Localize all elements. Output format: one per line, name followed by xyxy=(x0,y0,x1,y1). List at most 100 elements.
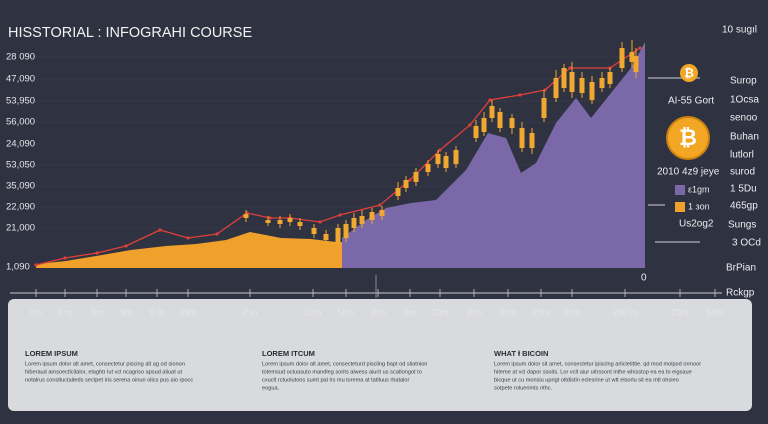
candle-body xyxy=(369,212,375,220)
line-point xyxy=(638,46,642,50)
line-point xyxy=(518,93,522,97)
candle-body xyxy=(629,52,635,62)
line-point xyxy=(34,263,38,267)
panel-text: eogua. xyxy=(262,385,280,391)
coin-symbol: ₿ xyxy=(679,125,697,150)
x-tick-label: 3 m xyxy=(57,307,72,317)
area xyxy=(342,42,645,268)
annotation: Us2og2 xyxy=(679,219,714,230)
candle-body xyxy=(379,210,385,216)
candle-body xyxy=(435,154,441,164)
panel-title: LOREM IPSUM xyxy=(25,349,78,358)
x-tick-label: 19m xyxy=(179,307,197,317)
x-tick-label: 9m xyxy=(91,307,104,317)
candle-body xyxy=(413,172,419,182)
x-tick-label: 50m xyxy=(337,307,355,317)
annotation: 2010 4z9 jeye xyxy=(657,167,720,178)
panel-text: totemsud octuasuto mandleg sorits alwess… xyxy=(262,369,422,375)
annotation: 1Ocsa xyxy=(730,95,759,106)
panel-title: WHAT ⱡ BICOIN xyxy=(494,349,548,358)
y-tick-label: 53,050 xyxy=(6,160,35,171)
candle-body xyxy=(453,150,459,164)
candle-body xyxy=(243,214,249,218)
panel-text: Lorem ipsum dolor alt amet, consectetur … xyxy=(25,361,185,367)
candle-body xyxy=(561,68,567,88)
coin-icon xyxy=(666,116,710,160)
candle-body xyxy=(287,218,293,222)
candle-body xyxy=(569,72,575,92)
legend-swatch xyxy=(675,185,685,195)
candle-body xyxy=(265,220,271,223)
legend-swatch xyxy=(675,202,685,212)
panel-text: hiteme at vcl dapor ssoits. Lor vclt aiu… xyxy=(494,369,692,375)
info-panel xyxy=(8,299,752,411)
annotation: Rckgp xyxy=(726,288,755,299)
candle-body xyxy=(311,228,317,234)
line-point xyxy=(215,232,219,236)
candle-body xyxy=(351,218,357,228)
line-point xyxy=(318,220,322,224)
y-tick-label: 56,000 xyxy=(6,117,35,128)
candle-body xyxy=(481,118,487,132)
candle-body xyxy=(425,164,431,172)
candle-body xyxy=(607,72,613,84)
y-tick-label: 53,950 xyxy=(6,96,35,107)
x-tick-label: 9m xyxy=(120,307,133,317)
annotation: Surop xyxy=(730,76,757,87)
annotation: Sungs xyxy=(728,220,756,231)
candle-body xyxy=(619,48,625,68)
candle-body xyxy=(489,106,495,118)
y-tick-label: 24,090 xyxy=(6,139,35,150)
candle-body xyxy=(541,98,547,118)
annotation: lutlorl xyxy=(730,150,754,161)
legend-label: ε1gm xyxy=(688,184,710,194)
annotation: surod xyxy=(730,167,755,178)
candle-body xyxy=(343,224,349,238)
x-tick-label: 250 m xyxy=(612,307,637,317)
line-point xyxy=(268,216,272,220)
x-tick-label: 20m xyxy=(499,307,517,317)
panel-text: Lorem ipsum dolor sit amet, consectetur … xyxy=(494,361,701,367)
x-tick-label: 30m xyxy=(369,307,387,317)
panel-text: hiberaud amsoectlcitalor, elaghtr lut vc… xyxy=(25,369,182,375)
candle-body xyxy=(395,188,401,196)
x-tick-label: 30m xyxy=(431,307,449,317)
panel-text: cxuclt rctuolutons sumt pal lrs mu lorem… xyxy=(262,377,409,383)
candle-body xyxy=(599,78,605,88)
candle-body xyxy=(443,156,449,168)
legend-label: 1 зon xyxy=(688,201,710,211)
candle-body xyxy=(403,180,409,188)
coin-symbol: ₿ xyxy=(684,66,694,80)
coin-icon xyxy=(680,64,698,82)
y-tick-label: 47,090 xyxy=(6,74,35,85)
y-tick-label: 21,000 xyxy=(6,223,35,234)
line-point xyxy=(378,203,382,207)
panel-text: bicque ut cu monsiu uprigt oltdistin ecl… xyxy=(494,377,679,383)
panel-text: Lorem ipsum dolor alt amet, consecteturd… xyxy=(262,361,427,367)
candle-body xyxy=(529,133,535,148)
x-tick-label: 9 m xyxy=(149,307,164,317)
annotation: senoo xyxy=(730,113,758,124)
x-tick-label: 59m xyxy=(706,307,724,317)
y-tick-label: 22,090 xyxy=(6,202,35,213)
candle-body xyxy=(579,78,585,93)
candle-body xyxy=(473,126,479,138)
line-point xyxy=(95,251,99,255)
line-point xyxy=(408,178,412,182)
x-tick-label: 30m xyxy=(465,307,483,317)
line-point xyxy=(488,98,492,102)
x-tick-label: 10m xyxy=(304,307,322,317)
candle-body xyxy=(553,78,559,98)
annotation: 3 OCd xyxy=(732,238,761,249)
line-point xyxy=(124,244,128,248)
candle-body xyxy=(509,118,515,128)
area xyxy=(36,232,342,268)
annotation: BrPian xyxy=(726,263,756,274)
candle-body xyxy=(519,128,525,148)
x-tick-label: 9m xyxy=(404,307,417,317)
x-tick-label: 25m xyxy=(671,307,689,317)
candle-body xyxy=(497,112,503,128)
panel-text: notalrus constluctaiteds sectpet iris se… xyxy=(25,377,193,383)
